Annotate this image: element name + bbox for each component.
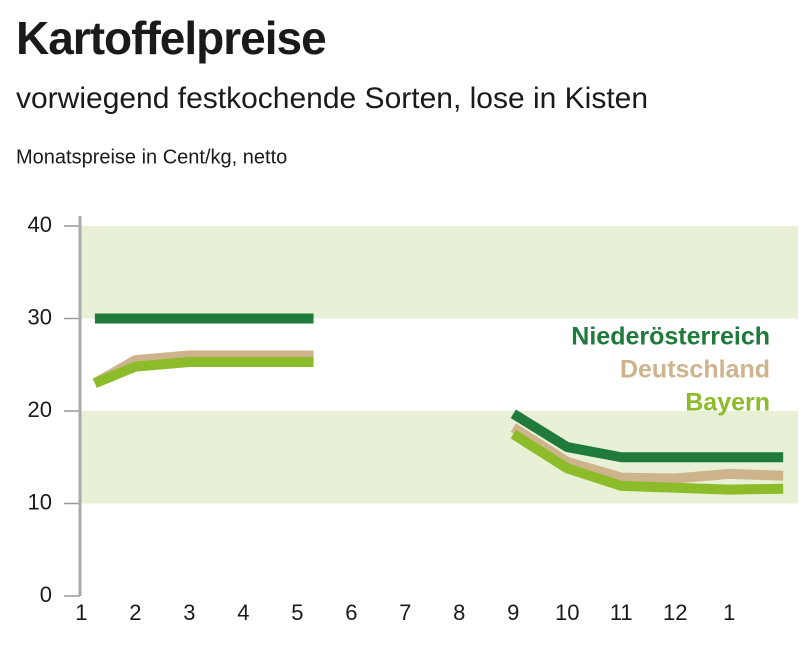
legend-label: Niederösterreich <box>571 323 770 351</box>
chart-title: Kartoffelpreise <box>16 12 326 64</box>
x-tick-label: 9 <box>507 600 519 625</box>
x-tick-label: 1 <box>723 600 735 625</box>
x-tick-label: 10 <box>555 600 579 625</box>
y-tick-label: 0 <box>40 582 52 607</box>
series-line <box>92 356 784 495</box>
chart-note: Monatspreise in Cent/kg, netto <box>16 146 287 168</box>
y-tick-label: 10 <box>28 489 52 514</box>
x-tick-label: 12 <box>663 600 687 625</box>
x-tick-label: 11 <box>610 600 633 625</box>
chart-subtitle: vorwiegend festkochende Sorten, lose in … <box>16 82 648 115</box>
x-tick-label: 3 <box>183 600 195 625</box>
x-tick-label: 7 <box>399 600 411 625</box>
x-tick-label: 2 <box>129 600 141 625</box>
x-tick-label: 6 <box>345 600 357 625</box>
legend-label: Bayern <box>685 389 770 417</box>
series-line <box>94 313 784 463</box>
grid-band <box>80 226 798 319</box>
y-tick-label: 30 <box>28 304 52 329</box>
x-tick-label: 4 <box>237 600 249 625</box>
x-tick-label: 5 <box>291 600 303 625</box>
legend-label: Deutschland <box>620 356 770 384</box>
x-tick-label: 8 <box>453 600 465 625</box>
y-tick-label: 40 <box>28 212 52 237</box>
x-tick-label: 1 <box>75 600 87 625</box>
y-tick-label: 20 <box>28 397 52 422</box>
